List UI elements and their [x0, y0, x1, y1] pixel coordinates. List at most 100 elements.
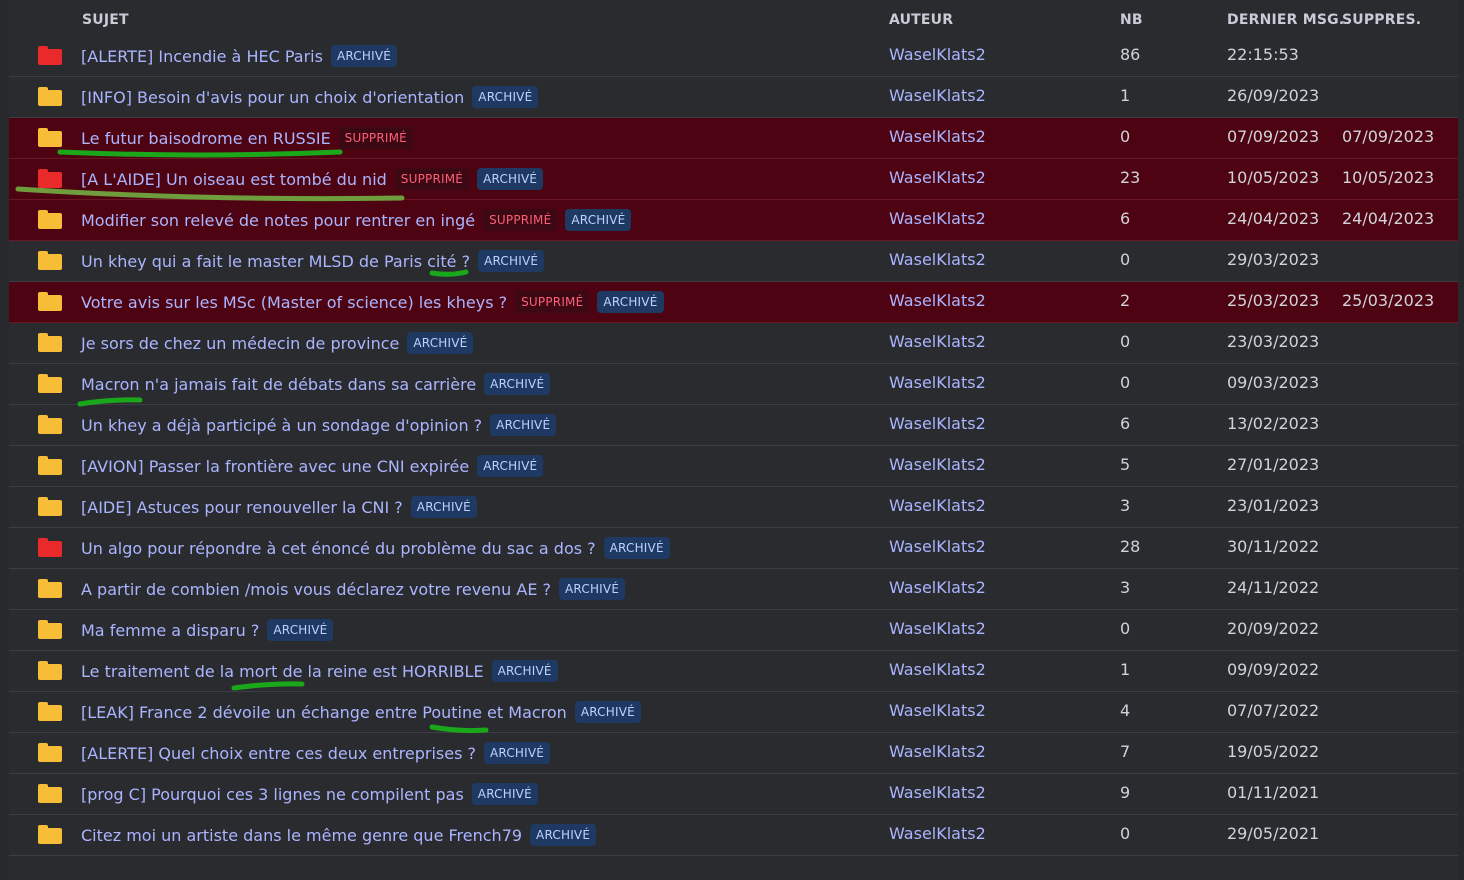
table-row[interactable]: Le futur baisodrome en RUSSIE SUPPRIMÉ Was… — [9, 118, 1458, 159]
message-count: 0 — [1120, 824, 1131, 843]
topic-subject: [LEAK] France 2 dévoile un échange entre… — [81, 700, 641, 724]
table-row[interactable]: Macron n'a jamais fait de débats dans sa… — [9, 364, 1458, 405]
last-message-date: 20/09/2022 — [1227, 619, 1320, 638]
topic-list: [ALERTE] Incendie à HEC Paris ARCHIVÉ Wase… — [9, 36, 1458, 856]
deletion-date: 10/05/2023 — [1342, 168, 1435, 187]
topic-subject: [prog C] Pourquoi ces 3 lignes ne compil… — [81, 782, 538, 806]
message-count: 9 — [1120, 783, 1131, 802]
topic-title-link[interactable]: Le traitement de la mort de la reine est… — [81, 661, 484, 681]
folder-icon — [38, 456, 62, 475]
topic-title-link[interactable]: [A L'AIDE] Un oiseau est tombé du nid — [81, 169, 387, 189]
table-row[interactable]: A partir de combien /mois vous déclarez … — [9, 569, 1458, 610]
topic-author-link[interactable]: WaselKlats2 — [889, 86, 986, 105]
topic-subject: Macron n'a jamais fait de débats dans sa… — [81, 372, 551, 396]
topic-author-link[interactable]: WaselKlats2 — [889, 332, 986, 351]
topic-author-link[interactable]: WaselKlats2 — [889, 455, 986, 474]
folder-icon — [38, 620, 62, 639]
table-row[interactable]: [ALERTE] Quel choix entre ces deux entre… — [9, 733, 1458, 774]
table-row[interactable]: Un khey qui a fait le master MLSD de Par… — [9, 241, 1458, 282]
topic-subject: Modifier son relevé de notes pour rentre… — [81, 208, 632, 232]
last-message-date: 24/04/2023 — [1227, 209, 1320, 228]
header-last-message[interactable]: DERNIER MSG. — [1227, 12, 1345, 28]
topic-author-link[interactable]: WaselKlats2 — [889, 537, 986, 556]
topic-author-link[interactable]: WaselKlats2 — [889, 45, 986, 64]
deleted-badge: SUPPRIMÉ — [338, 127, 413, 149]
topic-title-link[interactable]: Un khey a déjà participé à un sondage d'… — [81, 415, 483, 435]
topic-author-link[interactable]: WaselKlats2 — [889, 742, 986, 761]
topic-title-link[interactable]: [INFO] Besoin d'avis pour un choix d'ori… — [81, 87, 465, 107]
topic-title-link[interactable]: Le futur baisodrome en RUSSIE — [81, 128, 331, 148]
topic-author-link[interactable]: WaselKlats2 — [889, 619, 986, 638]
topic-author-link[interactable]: WaselKlats2 — [889, 701, 986, 720]
last-message-date: 09/03/2023 — [1227, 373, 1320, 392]
archived-badge: ARCHIVÉ — [483, 742, 551, 764]
last-message-date: 29/05/2021 — [1227, 824, 1320, 843]
topic-title-link[interactable]: Ma femme a disparu ? — [81, 620, 260, 640]
deletion-date: 25/03/2023 — [1342, 291, 1435, 310]
topic-author-link[interactable]: WaselKlats2 — [889, 373, 986, 392]
table-row[interactable]: [INFO] Besoin d'avis pour un choix d'ori… — [9, 77, 1458, 118]
last-message-date: 07/07/2022 — [1227, 701, 1320, 720]
topic-title-link[interactable]: [AIDE] Astuces pour renouveller la CNI ? — [81, 497, 403, 517]
topic-title-link[interactable]: Votre avis sur les MSc (Master of scienc… — [81, 292, 508, 312]
table-row[interactable]: Modifier son relevé de notes pour rentre… — [9, 200, 1458, 241]
table-row[interactable]: Un khey a déjà participé à un sondage d'… — [9, 405, 1458, 446]
table-row[interactable]: Votre avis sur les MSc (Master of scienc… — [9, 282, 1458, 323]
table-row[interactable]: [prog C] Pourquoi ces 3 lignes ne compil… — [9, 774, 1458, 815]
table-row[interactable]: [AVION] Passer la frontière avec une CNI… — [9, 446, 1458, 487]
folder-icon — [38, 128, 62, 147]
header-deleted-at[interactable]: SUPPRES. — [1342, 12, 1422, 28]
topic-author-link[interactable]: WaselKlats2 — [889, 660, 986, 679]
table-row[interactable]: [AIDE] Astuces pour renouveller la CNI ?… — [9, 487, 1458, 528]
topic-author-link[interactable]: WaselKlats2 — [889, 250, 986, 269]
topic-author-link[interactable]: WaselKlats2 — [889, 496, 986, 515]
header-author[interactable]: AUTEUR — [889, 12, 954, 28]
archived-badge: ARCHIVÉ — [530, 824, 597, 846]
table-row[interactable]: Je sors de chez un médecin de province AR… — [9, 323, 1458, 364]
table-row[interactable]: Ma femme a disparu ? ARCHIVÉ WaselKlats2 0 2… — [9, 610, 1458, 651]
topic-subject: [AVION] Passer la frontière avec une CNI… — [81, 454, 544, 478]
archived-badge: ARCHIVÉ — [477, 455, 544, 477]
table-row[interactable]: [ALERTE] Incendie à HEC Paris ARCHIVÉ Wase… — [9, 36, 1458, 77]
last-message-date: 19/05/2022 — [1227, 742, 1320, 761]
topic-author-link[interactable]: WaselKlats2 — [889, 127, 986, 146]
last-message-date: 22:15:53 — [1227, 45, 1299, 64]
table-row[interactable]: [A L'AIDE] Un oiseau est tombé du nid SUP… — [9, 159, 1458, 200]
topic-title-link[interactable]: [LEAK] France 2 dévoile un échange entre… — [81, 702, 567, 722]
archived-badge: ARCHIVÉ — [330, 45, 398, 67]
message-count: 0 — [1120, 619, 1131, 638]
topic-title-link[interactable]: Citez moi un artiste dans le même genre … — [81, 825, 523, 845]
topic-title-link[interactable]: [prog C] Pourquoi ces 3 lignes ne compil… — [81, 784, 464, 804]
archived-badge: ARCHIVÉ — [471, 783, 538, 805]
topic-title-link[interactable]: [ALERTE] Incendie à HEC Paris — [81, 46, 323, 66]
header-subject[interactable]: SUJET — [82, 12, 129, 28]
topic-author-link[interactable]: WaselKlats2 — [889, 783, 986, 802]
topic-subject: A partir de combien /mois vous déclarez … — [81, 577, 626, 601]
table-row[interactable]: Citez moi un artiste dans le même genre … — [9, 815, 1458, 856]
folder-icon — [38, 87, 62, 106]
topic-author-link[interactable]: WaselKlats2 — [889, 209, 986, 228]
table-row[interactable]: [LEAK] France 2 dévoile un échange entre… — [9, 692, 1458, 733]
deleted-badge: SUPPRIMÉ — [394, 168, 470, 190]
topic-subject: Un khey qui a fait le master MLSD de Par… — [81, 249, 545, 273]
last-message-date: 30/11/2022 — [1227, 537, 1320, 556]
topic-title-link[interactable]: Macron n'a jamais fait de débats dans sa… — [81, 374, 477, 394]
topic-author-link[interactable]: WaselKlats2 — [889, 414, 986, 433]
topic-title-link[interactable]: Un khey qui a fait le master MLSD de Par… — [81, 251, 471, 271]
table-row[interactable]: Le traitement de la mort de la reine est… — [9, 651, 1458, 692]
topic-author-link[interactable]: WaselKlats2 — [889, 824, 986, 843]
topic-title-link[interactable]: Un algo pour répondre à cet énoncé du pr… — [81, 538, 596, 558]
message-count: 0 — [1120, 250, 1131, 269]
topic-title-link[interactable]: A partir de combien /mois vous déclarez … — [81, 579, 552, 599]
header-count[interactable]: NB — [1120, 12, 1143, 28]
topic-author-link[interactable]: WaselKlats2 — [889, 291, 986, 310]
topic-title-link[interactable]: [ALERTE] Quel choix entre ces deux entre… — [81, 743, 476, 763]
table-row[interactable]: Un algo pour répondre à cet énoncé du pr… — [9, 528, 1458, 569]
topic-author-link[interactable]: WaselKlats2 — [889, 578, 986, 597]
topic-title-link[interactable]: Modifier son relevé de notes pour rentre… — [81, 210, 476, 230]
topic-title-link[interactable]: Je sors de chez un médecin de province — [81, 333, 400, 353]
folder-icon — [38, 497, 62, 516]
archived-badge: ARCHIVÉ — [407, 332, 474, 354]
topic-author-link[interactable]: WaselKlats2 — [889, 168, 986, 187]
topic-title-link[interactable]: [AVION] Passer la frontière avec une CNI… — [81, 456, 470, 476]
